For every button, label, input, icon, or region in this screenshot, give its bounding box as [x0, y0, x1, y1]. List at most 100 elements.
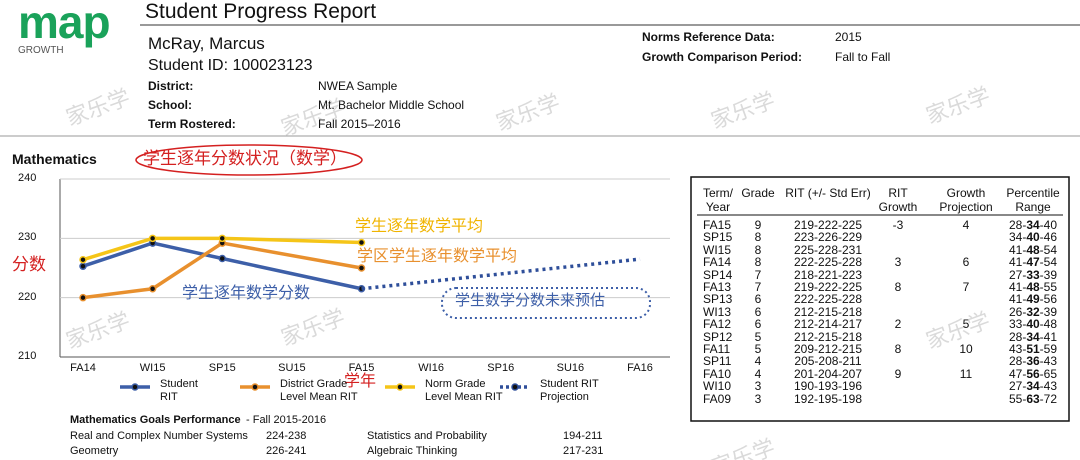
point [148, 234, 157, 243]
table-cell: 212-215-218 [793, 304, 863, 319]
y-tick-label: 210 [18, 350, 37, 362]
table-cell: 27-33-39 [1008, 267, 1058, 282]
table-cell: 3 [754, 379, 762, 394]
norm-label: Norms Reference Data: [642, 30, 775, 44]
table-cell: FA09 [703, 391, 732, 406]
table-cell: 34-40-46 [1008, 230, 1058, 245]
table-frame [690, 176, 1070, 422]
table-cell: 8 [754, 230, 762, 245]
table-cell: SP14 [703, 267, 733, 282]
annotation-box [441, 287, 651, 319]
table-cell: 7 [754, 267, 762, 282]
logo-sub: GROWTH [18, 45, 64, 56]
table-cell: 209-212-215 [793, 342, 863, 356]
table-cell: FA15 [703, 218, 732, 232]
point [79, 293, 87, 302]
student-id: Student ID: 100023123 [148, 57, 313, 74]
table-cell: 212-215-218 [793, 329, 863, 344]
table-cell: WI13 [703, 304, 732, 319]
field-value: Fall 2015–2016 [318, 117, 401, 131]
table-cell: 2 [894, 317, 902, 332]
goal-name: Geometry [70, 445, 119, 457]
table-cell: 5 [962, 317, 970, 332]
table-cell: 222-225-228 [793, 292, 863, 307]
annotation: 学区学生逐年数学平均 [357, 248, 518, 265]
table-cell: 47-56-65 [1008, 366, 1058, 381]
table-cell: 222-225-228 [793, 255, 863, 270]
table-cell: 9 [894, 366, 902, 381]
table-header: Percentile Range [1006, 186, 1060, 214]
table-cell: 201-204-207 [793, 366, 863, 381]
table-cell: 205-208-211 [794, 354, 862, 369]
table-cell: 33-40-48 [1008, 317, 1058, 332]
goal-range: 194-211 [563, 430, 603, 442]
legend-label: District Grade Level Mean RIT [280, 378, 358, 403]
annotation: 学生数学分数未来预估 [455, 292, 606, 309]
table-cell: 8 [754, 242, 762, 257]
x-tick-label: FA14 [70, 362, 96, 374]
table-cell: 190-193-196 [793, 379, 863, 394]
table-cell: SP11 [703, 354, 732, 369]
x-tick-label: SP16 [487, 362, 515, 374]
table-header: RIT Growth [878, 186, 918, 214]
legend-marker [131, 383, 139, 391]
table-cell: 41-47-54 [1008, 255, 1058, 270]
annotation: 学生逐年数学平均 [355, 218, 484, 235]
goal-range: 224-238 [266, 430, 307, 442]
y-tick-label: 230 [18, 231, 37, 244]
point [357, 238, 366, 247]
annotation: 学生逐年数学分数 [182, 285, 311, 302]
table-cell: 5 [754, 342, 762, 356]
table-cell: 223-226-229 [793, 230, 863, 245]
y-tick-label: 220 [18, 290, 37, 303]
x-tick-label: WI16 [418, 362, 444, 374]
goals-term: - Fall 2015-2016 [246, 414, 327, 426]
table-cell: 8 [894, 280, 902, 294]
goal-name: Real and Complex Number Systems [70, 430, 248, 442]
table-cell: 5 [754, 329, 762, 344]
legend-label: Student RIT [160, 378, 198, 403]
table-cell: SP12 [703, 329, 733, 344]
table-cell: -3 [892, 218, 904, 232]
table-cell: 6 [962, 255, 970, 270]
table-cell: 3 [894, 255, 902, 270]
x-tick-label: SP15 [208, 362, 236, 374]
series-line [361, 257, 641, 291]
field-value: Mt. Bachelor Middle School [318, 98, 465, 112]
table-cell: 3 [754, 391, 762, 406]
legend-marker [396, 383, 404, 391]
table-cell: 27-34-43 [1008, 379, 1058, 394]
table-cell: WI10 [703, 379, 732, 394]
point [218, 254, 226, 263]
legend-label: Norm Grade Level Mean RIT [425, 378, 503, 403]
table-cell: 28-36-43 [1008, 354, 1058, 369]
table-header: Growth Projection [939, 186, 993, 214]
table-cell: 4 [962, 218, 970, 232]
y-axis-label: 分数 [12, 255, 46, 274]
table-cell: 43-51-59 [1008, 342, 1058, 356]
series-line [82, 241, 362, 291]
table-cell: 219-222-225 [793, 218, 863, 232]
table-cell: 8 [754, 255, 762, 270]
table-cell: 218-221-223 [793, 267, 863, 282]
table-cell: SP15 [703, 230, 733, 245]
series-line [82, 241, 362, 300]
table-cell: 212-214-217 [793, 317, 863, 332]
x-tick-label: SU15 [278, 362, 306, 374]
x-tick-label: FA16 [627, 362, 653, 374]
table-cell: 225-228-231 [793, 242, 863, 257]
goal-name: Algebraic Thinking [367, 445, 458, 457]
table-cell: 28-34-41 [1008, 329, 1058, 344]
goals-title: Mathematics Goals Performance [70, 414, 241, 426]
table-cell: 4 [754, 366, 762, 381]
chart-subtitle: 学生逐年分数状况（数学） [143, 149, 347, 168]
goal-range: 226-241 [266, 445, 307, 457]
table-cell: 6 [754, 317, 762, 332]
x-axis-label: 学年 [344, 373, 377, 390]
field-label: District: [148, 79, 194, 93]
goal-range: 217-231 [563, 445, 604, 457]
table-cell: 6 [754, 292, 762, 307]
table-cell: 26-32-39 [1008, 304, 1058, 319]
table-cell: WI15 [703, 242, 732, 257]
point [79, 255, 87, 264]
